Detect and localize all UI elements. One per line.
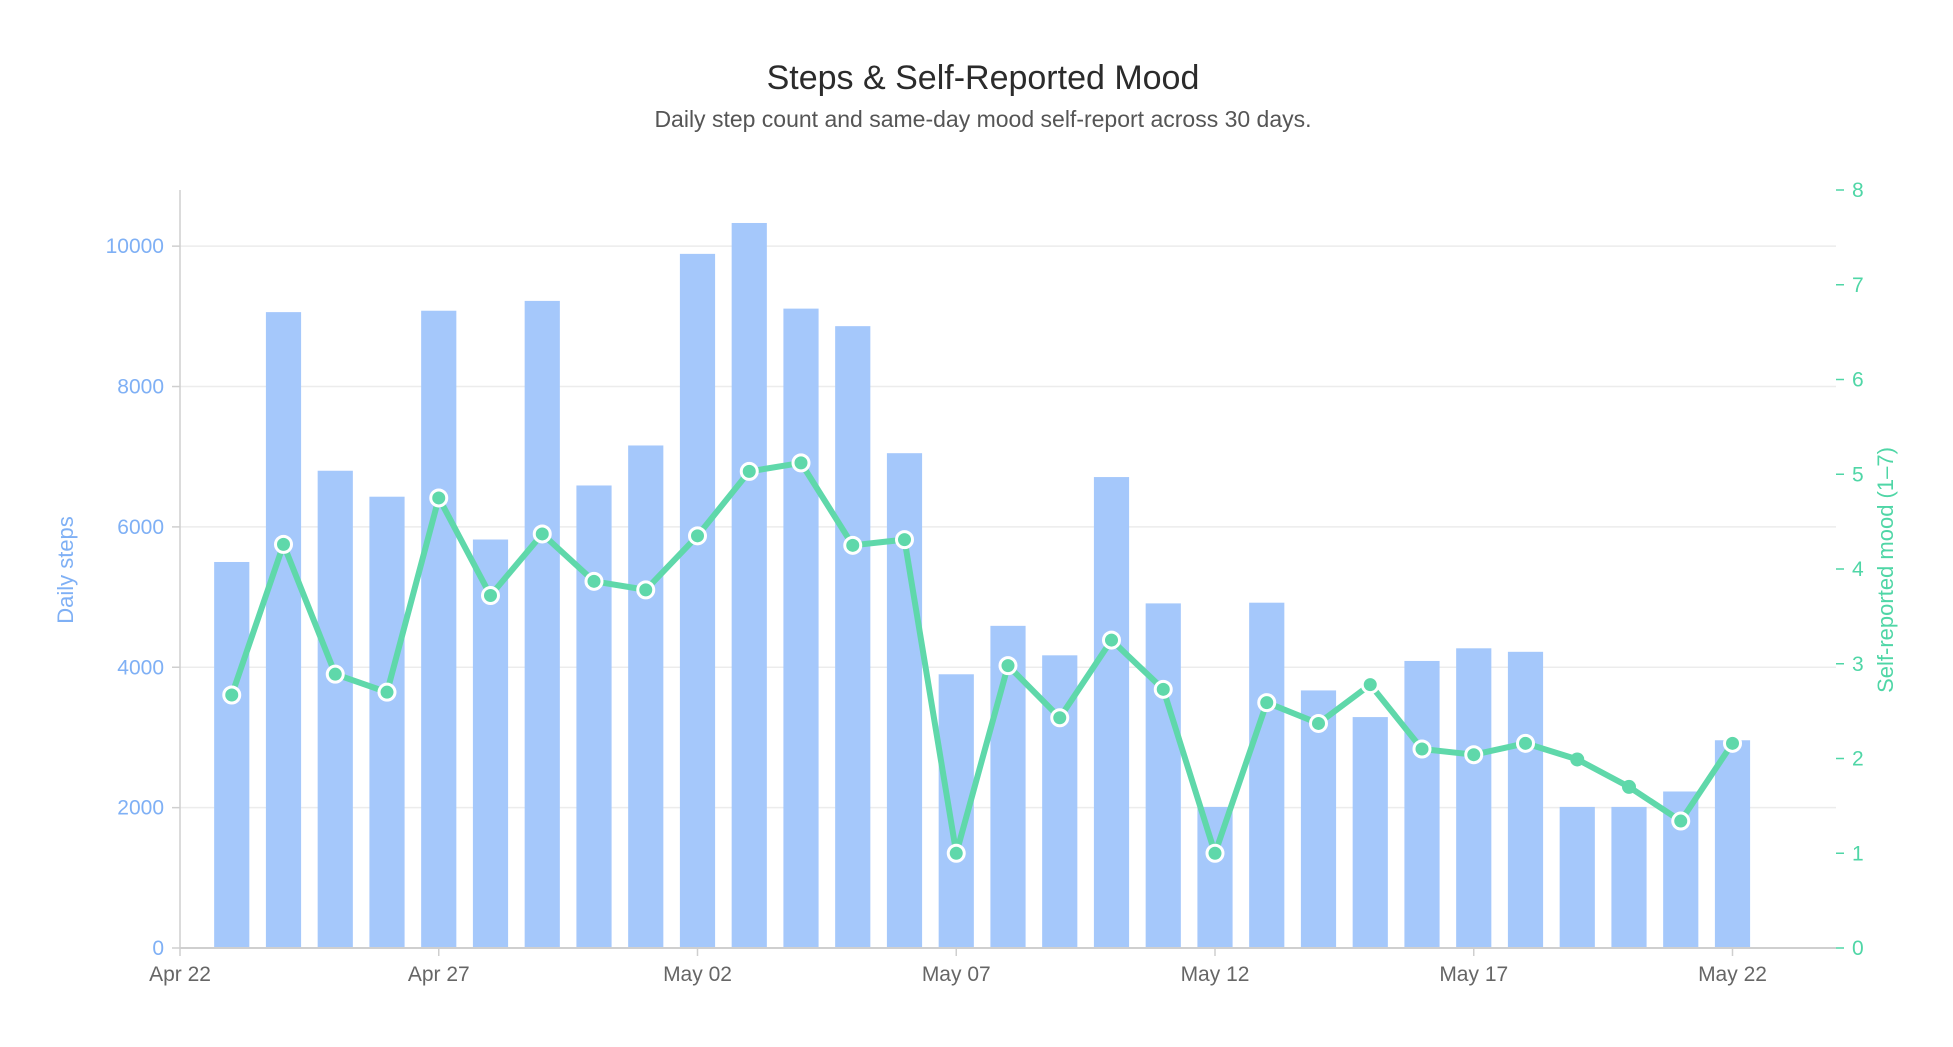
mood-point (1723, 733, 1742, 753)
step-bar (421, 310, 457, 948)
x-tick-label: May 07 (922, 963, 991, 986)
mood-point (532, 524, 552, 544)
mood-point (843, 535, 863, 555)
mood-point (1102, 630, 1121, 650)
step-bar (1456, 648, 1492, 948)
mood-point (1464, 745, 1484, 765)
x-tick-label: May 22 (1698, 963, 1767, 986)
step-bar (472, 539, 509, 948)
step-bar (576, 485, 612, 948)
mood-point (636, 580, 656, 600)
mood-point (791, 453, 811, 473)
step-bar (1611, 806, 1647, 948)
step-bar (628, 445, 664, 948)
step-bar (1559, 806, 1595, 948)
mood-point (274, 534, 293, 554)
y-left-tick-label: 10000 (106, 235, 164, 258)
step-bar (1352, 717, 1388, 948)
mood-point (1257, 693, 1277, 713)
y-right-tick-label: 5 (1852, 463, 1864, 486)
step-bar (1093, 477, 1130, 948)
chart-title: Steps & Self-Reported Mood (767, 59, 1200, 97)
mood-point (481, 586, 500, 606)
step-bar (524, 300, 560, 948)
x-tick-label: May 12 (1181, 963, 1250, 986)
mood-point (688, 526, 707, 546)
x-tick-label: Apr 27 (408, 963, 470, 986)
x-tick-label: May 17 (1439, 963, 1508, 986)
mood-point (1050, 708, 1070, 728)
step-bar (214, 561, 250, 948)
step-bar (679, 253, 716, 948)
y-right-tick-label: 4 (1852, 558, 1864, 581)
step-bar (369, 496, 405, 948)
mood-point (222, 685, 242, 705)
mood-point (584, 571, 604, 591)
step-bar (1249, 602, 1285, 948)
step-bar (835, 326, 871, 948)
mood-point (1309, 713, 1328, 733)
mood-point (1570, 752, 1585, 767)
axes: 0 2000 4000 6000 8000 10000 0 1 2 3 4 5 6 7 8 Apr 22 Apr… (106, 179, 1864, 986)
mood-point (739, 461, 759, 481)
y-right-tick-label: 8 (1852, 179, 1864, 202)
x-tick-label: Apr 22 (149, 963, 211, 986)
y-right-tick-label: 1 (1852, 842, 1864, 865)
y-right-tick-label: 0 (1852, 937, 1864, 960)
mood-point (1622, 779, 1636, 794)
step-bar (1507, 651, 1544, 948)
x-tick-label: May 02 (663, 963, 732, 986)
step-bar (783, 308, 819, 948)
step-bar (265, 312, 302, 949)
step-bar (317, 470, 353, 948)
mood-point (1153, 679, 1173, 699)
mood-point (1205, 843, 1225, 863)
y-left-tick-label: 6000 (117, 516, 164, 539)
mood-point (1412, 739, 1432, 759)
y-left-tick-label: 0 (152, 937, 164, 960)
y-right-tick-label: 6 (1852, 369, 1864, 392)
step-bar (1197, 806, 1233, 948)
step-bar (886, 453, 923, 948)
chart-subtitle: Daily step count and same-day mood self-… (654, 106, 1311, 132)
y-left-tick-label: 2000 (117, 797, 164, 820)
step-bar (1145, 603, 1181, 948)
y-right-axis-title: Self-reported mood (1–7) (1873, 447, 1898, 693)
y-left-axis-title: Daily steps (53, 516, 78, 624)
mood-line (228, 459, 1736, 857)
mood-point (325, 664, 345, 684)
step-bar (1714, 740, 1751, 948)
mood-point (1516, 733, 1535, 753)
mood-point (998, 656, 1018, 676)
step-bar (1404, 660, 1440, 948)
step-bar (731, 222, 767, 948)
y-left-tick-label: 8000 (117, 376, 164, 399)
mood-point (429, 488, 449, 508)
mood-point (377, 682, 397, 702)
y-left-tick-label: 4000 (117, 656, 164, 679)
y-right-tick-label: 3 (1852, 653, 1864, 676)
y-right-tick-label: 7 (1852, 274, 1864, 297)
y-right-tick-label: 2 (1852, 748, 1864, 771)
mood-point (1360, 675, 1380, 695)
bar-series-steps (214, 222, 1751, 949)
mood-point (946, 843, 966, 863)
mood-point (895, 530, 914, 550)
line-series-mood (222, 453, 1742, 863)
mood-point (1671, 811, 1691, 831)
step-bar (1300, 690, 1337, 948)
